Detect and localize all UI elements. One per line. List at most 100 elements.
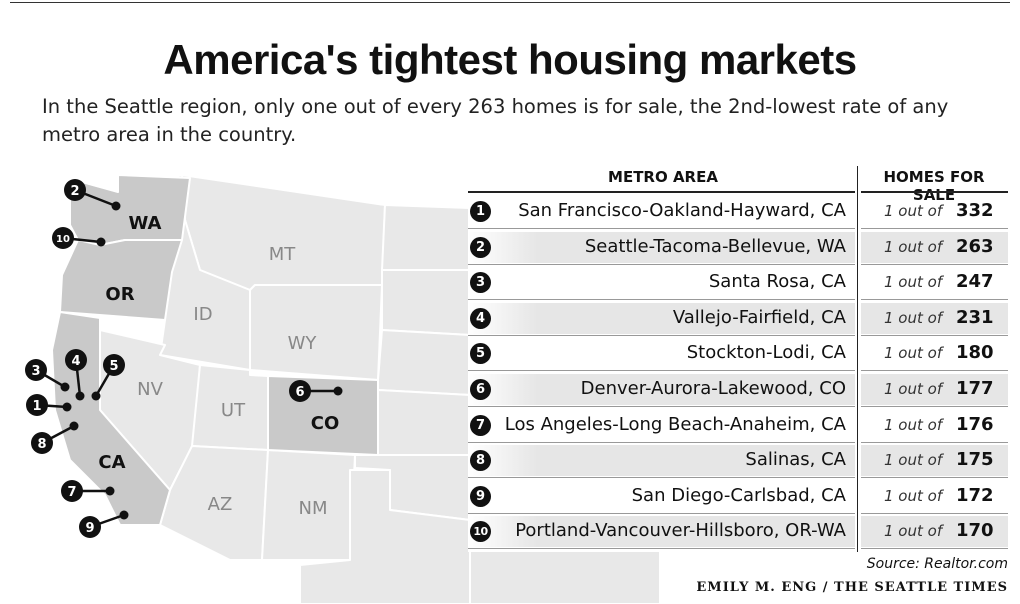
table-row: 6 Denver-Aurora-Lakewood, CO 1 out of 177 xyxy=(468,372,1008,407)
label-nv: NV xyxy=(137,379,163,400)
map-marker-10: 10 xyxy=(52,227,74,249)
label-mt: MT xyxy=(269,244,297,265)
homes-value: 175 xyxy=(956,449,994,471)
metro-name: Santa Rosa, CA xyxy=(708,271,846,293)
rank-badge: 8 xyxy=(470,450,491,472)
homes-value: 177 xyxy=(956,378,994,399)
source-note: Source: Realtor.com xyxy=(866,556,1008,572)
label-nm: NM xyxy=(299,498,328,519)
svg-text:3: 3 xyxy=(31,364,40,379)
ratio-prefix: 1 out of xyxy=(884,380,943,398)
metro-name: San Francisco-Oakland-Hayward, CA xyxy=(518,200,846,221)
svg-text:6: 6 xyxy=(295,385,304,400)
table-row: 3 Santa Rosa, CA 1 out of 247 xyxy=(468,265,1008,301)
map-marker-2: 2 xyxy=(64,179,86,201)
homes-value: 170 xyxy=(956,520,994,542)
svg-text:9: 9 xyxy=(85,521,94,536)
svg-text:1: 1 xyxy=(32,399,41,414)
header-rule xyxy=(861,191,1008,193)
metro-name: Salinas, CA xyxy=(745,449,846,471)
map-marker-4: 4 xyxy=(65,349,87,371)
state-sd xyxy=(381,269,471,336)
svg-text:10: 10 xyxy=(56,234,70,245)
homes-value: 247 xyxy=(956,271,994,293)
ratio-prefix: 1 out of xyxy=(884,344,943,363)
map-marker-6: 6 xyxy=(289,380,311,402)
table-row: 4 Vallejo-Fairfield, CA 1 out of 231 xyxy=(468,301,1008,336)
ratio-prefix: 1 out of xyxy=(884,273,943,292)
svg-text:4: 4 xyxy=(71,354,80,369)
credit-line: EMILY M. ENG / THE SEATTLE TIMES xyxy=(696,580,1008,595)
state-ks xyxy=(377,389,471,456)
rank-badge: 3 xyxy=(470,272,491,294)
map-marker-3: 3 xyxy=(25,359,47,381)
homes-value: 172 xyxy=(956,484,994,506)
homes-value: 231 xyxy=(956,306,994,328)
top-rule xyxy=(10,2,1010,3)
table-row: 1 San Francisco-Oakland-Hayward, CA 1 out … xyxy=(468,194,1008,229)
svg-text:5: 5 xyxy=(109,359,118,374)
state-wy xyxy=(249,284,383,381)
ratio-prefix: 1 out of xyxy=(884,308,943,327)
label-ca: CA xyxy=(98,452,125,473)
table-row: 2 Seattle-Tacoma-Bellevue, WA 1 out of 263 xyxy=(468,230,1008,265)
ratio-prefix: 1 out of xyxy=(884,415,943,434)
state-mt xyxy=(181,174,386,291)
label-id: ID xyxy=(193,304,212,325)
label-wy: WY xyxy=(288,333,318,354)
metro-name: Los Angeles-Long Beach-Anaheim, CA xyxy=(504,413,846,435)
table-row: 8 Salinas, CA 1 out of 175 xyxy=(468,443,1008,479)
label-ut: UT xyxy=(221,400,246,421)
map-marker-7: 7 xyxy=(61,480,83,502)
rank-badge: 4 xyxy=(470,307,491,329)
state-or xyxy=(59,239,183,321)
metro-table: METRO AREA HOMES FOR SALE 1 San Francisco… xyxy=(468,160,1008,552)
svg-text:8: 8 xyxy=(37,437,46,452)
state-ne xyxy=(377,329,471,396)
rank-badge: 10 xyxy=(470,521,491,543)
rank-badge: 5 xyxy=(470,343,491,365)
table-row: 5 Stockton-Lodi, CA 1 out of 180 xyxy=(468,336,1008,372)
rank-badge: 9 xyxy=(470,485,491,507)
state-nd xyxy=(381,204,471,271)
metro-name: Seattle-Tacoma-Bellevue, WA xyxy=(584,235,846,257)
homes-value: 332 xyxy=(956,200,994,221)
metro-name: Stockton-Lodi, CA xyxy=(686,342,846,364)
homes-value: 180 xyxy=(956,342,994,364)
rank-badge: 6 xyxy=(470,379,491,400)
map-marker-8: 8 xyxy=(31,432,53,454)
ratio-prefix: 1 out of xyxy=(884,451,943,470)
metro-name: Denver-Aurora-Lakewood, CO xyxy=(580,378,846,399)
ratio-prefix: 1 out of xyxy=(884,202,943,220)
ratio-prefix: 1 out of xyxy=(884,522,943,541)
svg-text:7: 7 xyxy=(67,485,76,500)
svg-text:2: 2 xyxy=(70,184,79,199)
subtitle: In the Seattle region, only one out of e… xyxy=(42,95,949,146)
rank-badge: 1 xyxy=(470,201,491,222)
label-co: CO xyxy=(311,413,340,434)
rank-badge: 7 xyxy=(470,414,491,436)
metro-name: Vallejo-Fairfield, CA xyxy=(672,306,846,328)
table-row: 7 Los Angeles-Long Beach-Anaheim, CA 1 out… xyxy=(468,408,1008,443)
table-row: 10 Portland-Vancouver-Hillsboro, OR-WA 1 o… xyxy=(468,514,1008,550)
state-wa xyxy=(69,174,191,246)
label-wa: WA xyxy=(129,213,162,234)
column-header-homes: HOMES FOR SALE xyxy=(883,168,985,204)
map-marker-5: 5 xyxy=(103,354,125,376)
map-marker-1: 1 xyxy=(26,394,48,416)
map-marker-9: 9 xyxy=(79,516,101,538)
label-or: OR xyxy=(105,284,134,305)
header-rule xyxy=(468,191,855,193)
label-az: AZ xyxy=(208,494,233,515)
table-row: 9 San Diego-Carlsbad, CA 1 out of 172 xyxy=(468,479,1008,514)
metro-name: Portland-Vancouver-Hillsboro, OR-WA xyxy=(515,520,846,542)
state-tx xyxy=(299,469,471,604)
homes-value: 263 xyxy=(956,235,994,257)
column-divider xyxy=(857,166,858,552)
homes-value: 176 xyxy=(956,413,994,435)
ratio-prefix: 1 out of xyxy=(884,237,943,256)
metro-name: San Diego-Carlsbad, CA xyxy=(631,484,846,506)
ratio-prefix: 1 out of xyxy=(884,486,943,505)
page-title: America's tightest housing markets xyxy=(163,36,857,83)
rank-badge: 2 xyxy=(470,236,491,258)
